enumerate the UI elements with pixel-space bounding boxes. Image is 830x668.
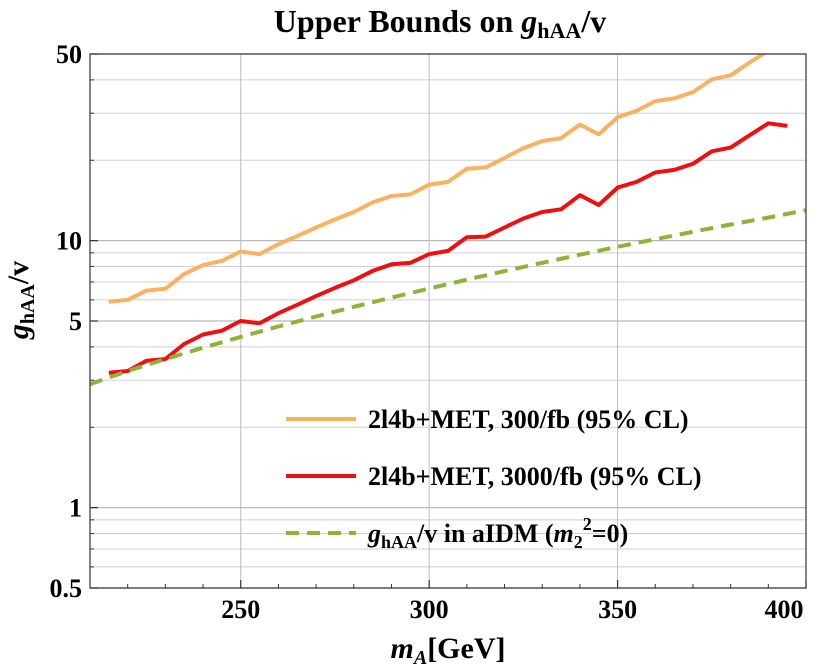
y-tick-label: 0.5 bbox=[50, 574, 83, 603]
y-axis-label-sub: hAA bbox=[17, 284, 39, 325]
x-tick-label: 350 bbox=[598, 595, 637, 624]
y-axis-label: ghAA/v bbox=[2, 261, 39, 340]
series-aidm bbox=[90, 208, 806, 387]
y-tick-label: 50 bbox=[56, 40, 82, 69]
legend-aidm-mid: /v in aIDM ( bbox=[416, 519, 554, 548]
x-tick-label: 300 bbox=[410, 595, 449, 624]
legend-label-300fb: 2l4b+MET, 300/fb (95% CL) bbox=[368, 405, 689, 434]
legend-aidm-tail: =0) bbox=[592, 519, 628, 548]
y-tick-label: 5 bbox=[69, 307, 82, 336]
y-tick-label: 10 bbox=[56, 227, 82, 256]
chart-title-tail: /v bbox=[580, 3, 606, 39]
series-300fb bbox=[108, 54, 788, 304]
chart-title-sub: hAA bbox=[537, 18, 581, 43]
grid bbox=[90, 53, 806, 589]
legend-aidm-msub: 2 bbox=[574, 532, 583, 552]
x-axis-label: mA[GeV] bbox=[391, 632, 506, 668]
x-tick-label: 250 bbox=[221, 595, 260, 624]
x-axis-label-var: m bbox=[391, 632, 414, 665]
chart-title-main: Upper Bounds on bbox=[274, 3, 522, 39]
legend: 2l4b+MET, 300/fb (95% CL) 2l4b+MET, 3000… bbox=[286, 405, 702, 552]
series-layer bbox=[90, 54, 806, 387]
legend-aidm-m: m bbox=[554, 519, 574, 548]
legend-aidm-sub: hAA bbox=[381, 532, 417, 552]
x-tick-label: 400 bbox=[765, 595, 804, 624]
series-3000fb bbox=[108, 121, 788, 375]
legend-label-aidm: ghAA/v in aIDM (m22=0) bbox=[367, 514, 628, 552]
y-axis-label-tail: /v bbox=[2, 261, 35, 285]
x-axis-label-tail: [GeV] bbox=[427, 632, 505, 665]
chart-title: Upper Bounds on ghAA/v bbox=[274, 3, 606, 43]
y-axis-label-var: g bbox=[2, 324, 35, 340]
ticks: 0.5 1 5 10 50 250 300 350 400 bbox=[50, 40, 807, 624]
legend-label-3000fb: 2l4b+MET, 3000/fb (95% CL) bbox=[368, 462, 702, 491]
legend-aidm-g: g bbox=[367, 519, 381, 548]
y-tick-label: 1 bbox=[69, 494, 82, 523]
legend-aidm-msup: 2 bbox=[583, 514, 592, 534]
x-axis-label-sub: A bbox=[412, 647, 427, 668]
chart-title-var: g bbox=[520, 3, 537, 39]
